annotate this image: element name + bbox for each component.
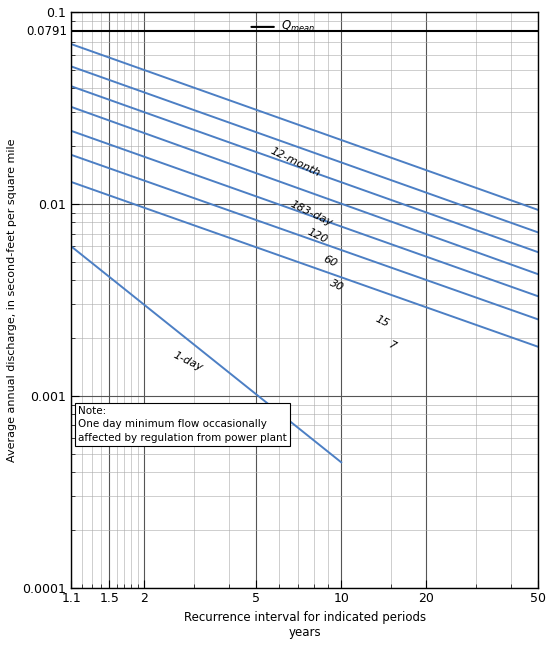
Text: 120: 120 <box>306 227 330 245</box>
Text: 183-day: 183-day <box>289 199 334 228</box>
Text: Note:
One day minimum flow occasionally
affected by regulation from power plant: Note: One day minimum flow occasionally … <box>78 406 287 443</box>
X-axis label: Recurrence interval for indicated periods
years: Recurrence interval for indicated period… <box>184 611 426 639</box>
Text: 0.0791: 0.0791 <box>26 25 67 38</box>
Text: $Q_{mean}$: $Q_{mean}$ <box>281 19 315 34</box>
Text: 1-day: 1-day <box>171 350 205 373</box>
Text: 7: 7 <box>387 340 398 352</box>
Y-axis label: Average annual discharge, in second-feet per square mile: Average annual discharge, in second-feet… <box>7 138 17 461</box>
Text: 15: 15 <box>373 314 390 329</box>
Text: 60: 60 <box>321 255 338 269</box>
Text: 12-month: 12-month <box>268 146 321 179</box>
Text: 30: 30 <box>328 278 346 293</box>
